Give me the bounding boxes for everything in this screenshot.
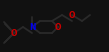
Text: N: N (29, 23, 35, 32)
Text: O: O (69, 11, 75, 20)
Text: O: O (55, 23, 61, 32)
Text: O: O (11, 28, 17, 37)
